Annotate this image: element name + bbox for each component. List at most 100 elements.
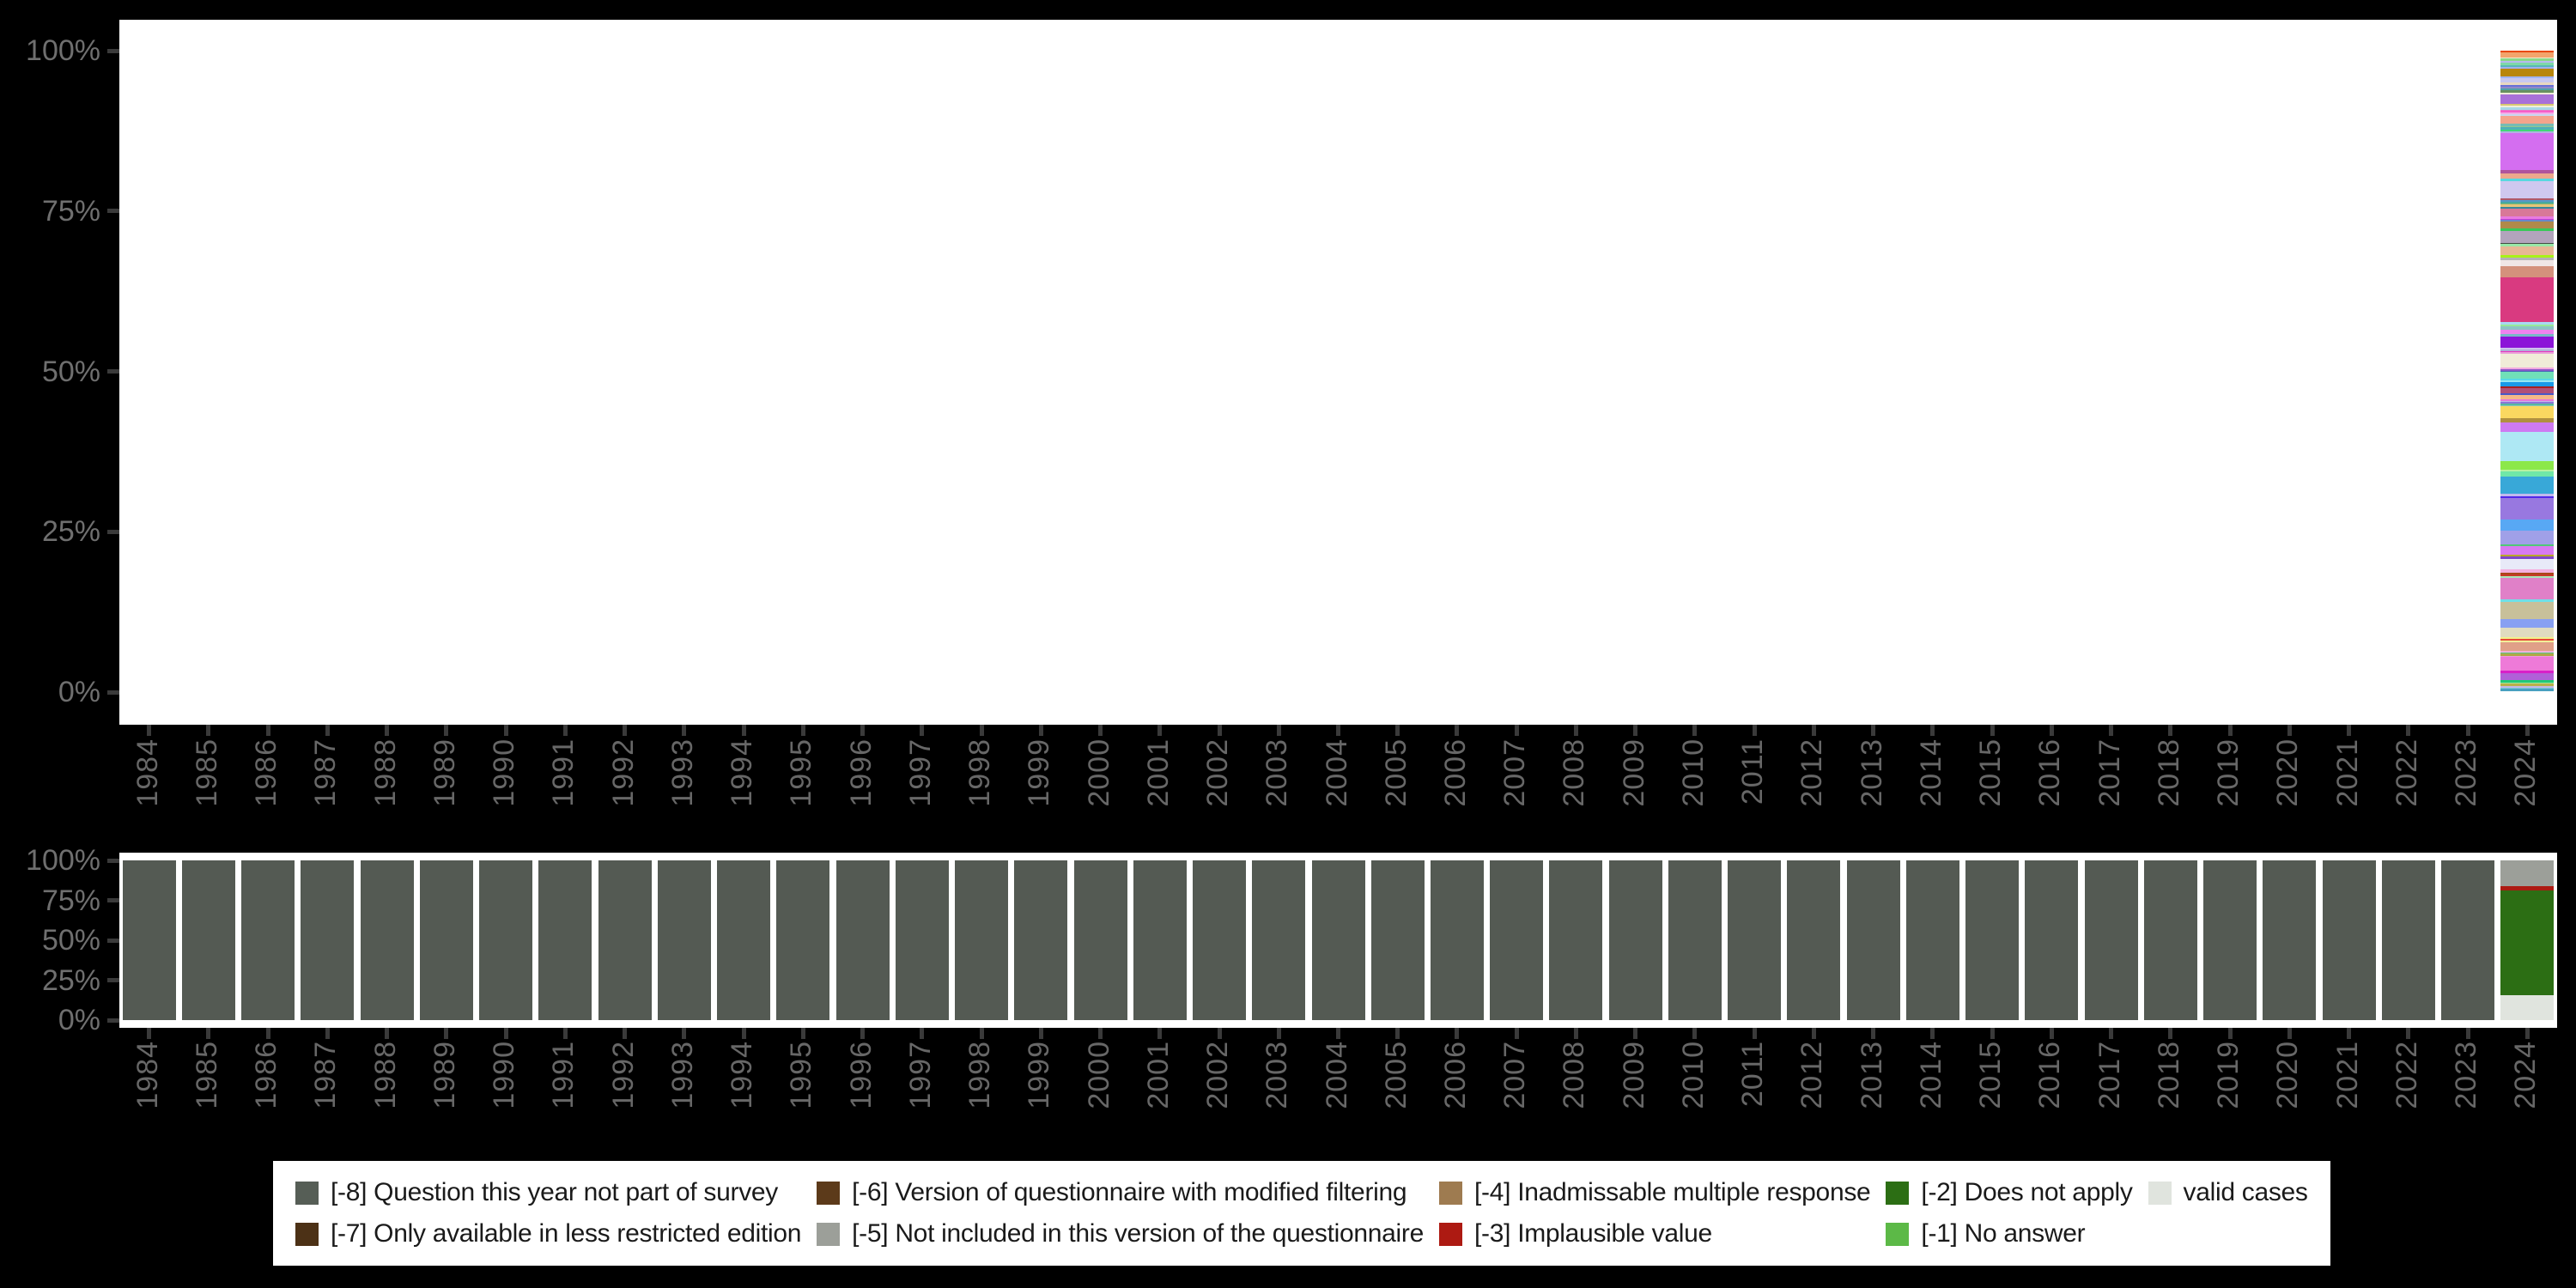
bar-segment [2500,546,2555,556]
legend-item: [-4] Inadmissable multiple response [1439,1176,1871,1209]
x-tick-mark [325,725,330,736]
bar-segment [2500,368,2555,370]
bar-segment [2500,114,2555,117]
bar-segment [2500,395,2555,400]
legend-label: [-5] Not included in this version of the… [852,1219,1425,1248]
bar-segment [2500,242,2555,245]
bar-segment [2500,687,2555,690]
y-tick-label: 100% [26,844,100,877]
bar-segment [2500,61,2555,64]
bar-segment [2500,230,2555,243]
bar-segment [2500,469,2555,471]
y-tick-label: 100% [26,34,100,67]
bar-segment [2500,494,2555,496]
x-tick-mark [682,725,687,736]
x-tick-mark [385,725,390,736]
x-tick-mark [2049,1028,2054,1039]
bar-segment [2500,228,2555,231]
x-tick-mark [562,1028,568,1039]
y-tick-mark [107,209,119,214]
legend-item: [-6] Version of questionnaire with modif… [817,1176,1424,1209]
x-tick-label: 2000 [1082,738,1115,807]
bar-segment [2500,578,2555,599]
year-bar [1370,860,1425,1020]
bar-segment [2500,204,2555,208]
bar-segment [2500,255,2555,258]
x-tick-label: 1988 [368,738,402,807]
x-tick-mark [1871,725,1876,736]
x-tick-label: 1985 [190,738,223,807]
legend-item: [-5] Not included in this version of the… [817,1218,1424,1250]
x-tick-label: 2020 [2271,738,2305,807]
x-tick-label: 2003 [1261,738,1294,807]
bar-segment [2500,112,2555,115]
y-tick-label: 25% [41,515,100,549]
y-tick-label: 75% [41,194,100,228]
bar-segment [2500,133,2555,171]
x-tick-label: 1999 [1023,738,1056,807]
bar-segment [2500,378,2555,381]
bar-segment [2500,181,2555,199]
x-tick-mark [1811,725,1816,736]
x-tick-mark [741,725,746,736]
bar-segment [2500,574,2555,576]
x-tick-label: 1990 [488,738,521,807]
legend-item: [-8] Question this year not part of surv… [295,1176,801,1209]
legend-swatch [295,1181,319,1205]
legend-item: valid cases [2148,1176,2308,1209]
x-tick-mark [1217,725,1222,736]
x-tick-label: 2012 [1795,1041,1829,1109]
x-tick-label: 2006 [1438,738,1472,807]
x-tick-mark [1633,1028,1638,1039]
bar-segment [2500,471,2555,477]
bar-segment [2500,124,2555,126]
bar-segment [2500,170,2555,173]
x-tick-label: 1992 [606,738,640,807]
x-tick-label: 2002 [1201,738,1234,807]
x-tick-label: 2024 [2509,1041,2543,1109]
legend-swatch [295,1222,319,1246]
year-bar [1965,860,2020,1020]
x-tick-mark [2465,1028,2470,1039]
year-bar [657,860,711,1020]
x-tick-mark [979,725,984,736]
bar-segment [2500,82,2555,86]
x-tick-mark [265,725,270,736]
x-tick-label: 2009 [1617,1041,1650,1109]
y-tick-mark [107,1018,119,1023]
x-tick-label: 2013 [1855,1041,1888,1109]
year-bar [895,860,949,1020]
x-tick-label: 2013 [1855,738,1888,807]
bar-segment [2500,90,2555,94]
year-bar [1905,860,1959,1020]
x-tick-label: 1998 [963,738,997,807]
top-chart-plot-area [119,20,2557,725]
y-tick-mark [107,369,119,374]
bar-segment [2500,131,2555,134]
year-bar [1193,860,1246,1020]
bar-segment [2500,639,2555,641]
legend-label: [-3] Implausible value [1474,1219,1712,1248]
stacked-bar-2024-top [2500,51,2555,692]
x-tick-label: 2017 [2093,738,2126,807]
legend-swatch [1439,1222,1463,1246]
y-tick-label: 25% [41,963,100,997]
x-tick-label: 2019 [2212,1041,2245,1109]
bar-segment [2500,276,2555,323]
bar-segment [2500,259,2555,266]
bar-segment [2500,222,2555,229]
x-tick-mark [503,1028,508,1039]
x-tick-label: 2022 [2390,1041,2423,1109]
bar-segment [2500,655,2555,657]
bar-segment [2500,558,2555,570]
y-tick-mark [107,978,119,982]
bar-segment [2500,544,2555,547]
x-tick-mark [2465,725,2470,736]
x-tick-label: 2010 [1676,738,1710,807]
x-tick-label: 2022 [2390,738,2423,807]
bar-segment [2500,653,2555,656]
year-bar [2322,860,2376,1020]
legend-label: valid cases [2183,1178,2308,1206]
bar-segment [2500,498,2555,519]
bar-segment [2500,58,2555,62]
